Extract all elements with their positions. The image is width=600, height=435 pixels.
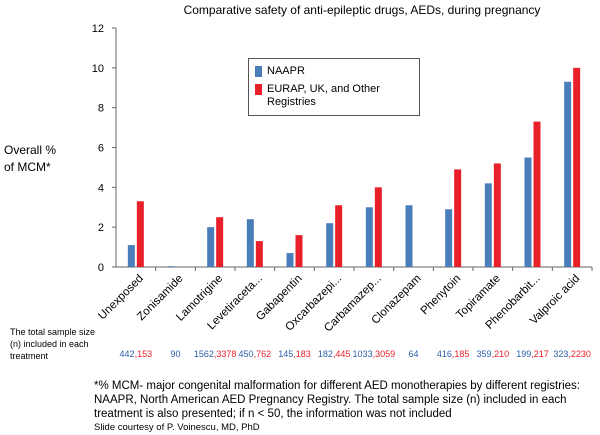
x-tick-labels: UnexposedZonisamideLamotrigineLevetirace…	[96, 273, 582, 335]
sample-size-other: ,3059	[373, 349, 396, 359]
sample-size-naapr: 64	[408, 349, 418, 359]
bar-other-9	[493, 163, 501, 267]
bar-naapr-1	[167, 266, 175, 267]
chart-title: Comparative safety of anti-epileptic dru…	[184, 3, 541, 17]
bar-naapr-8	[445, 209, 453, 267]
bar-other-11	[573, 67, 581, 267]
sample-size-10: 199,217	[516, 349, 549, 359]
bar-other-0	[136, 201, 144, 267]
sample-size-naapr: 199	[516, 349, 531, 359]
bar-naapr-3	[246, 219, 254, 267]
bar-other-2	[216, 217, 224, 267]
y-axis-label: Overall % of MCM*	[4, 142, 56, 176]
legend-entry-other: EURAP, UK, and Other Registries	[255, 83, 405, 109]
bar-other-8	[454, 169, 462, 267]
y-tick-label: 12	[92, 23, 104, 35]
sample-size-naapr: 416	[437, 349, 452, 359]
sample-size-labels: 442,153 90 1562,3378 450,762 145,183 182,445 1…	[120, 349, 591, 359]
sample-size-caption: The total sample size (n) included in ea…	[10, 327, 96, 361]
sample-size-other: ,210	[492, 349, 510, 359]
sample-size-8: 416,185	[437, 349, 470, 359]
sample-size-3: 450,762	[239, 349, 272, 359]
sample-size-other: ,183	[293, 349, 311, 359]
sample-size-2: 1562,3378	[194, 349, 237, 359]
legend-label-naapr: NAAPR	[267, 65, 305, 77]
legend-label-other: EURAP, UK, and Other Registries	[267, 83, 380, 108]
sample-size-naapr: 450	[239, 349, 254, 359]
bar-naapr-5	[326, 223, 334, 267]
legend-entry-naapr: NAAPR	[255, 65, 305, 78]
sample-size-6: 1033,3059	[353, 349, 396, 359]
chart-bars	[127, 67, 581, 268]
sample-size-4: 145,183	[278, 349, 311, 359]
y-tick-label: 6	[98, 143, 104, 155]
sample-size-5: 182,445	[318, 349, 351, 359]
sample-size-naapr: 145	[278, 349, 293, 359]
bar-naapr-10	[524, 157, 532, 267]
y-tick-label: 2	[98, 222, 104, 234]
sample-size-other: ,3378	[214, 349, 237, 359]
y-axis-label-line-1: Overall %	[4, 143, 57, 157]
bar-other-3	[255, 241, 263, 267]
bar-other-4	[295, 235, 303, 267]
sample-size-naapr: 442	[120, 349, 135, 359]
sample-size-11: 323,2230	[553, 349, 591, 359]
slide-credit: Slide courtesy of P. Voinescu, MD, PhD	[94, 422, 260, 433]
sample-size-naapr: 1562	[194, 349, 214, 359]
sample-size-1: 90	[170, 349, 180, 359]
sample-size-9: 359,210	[477, 349, 510, 359]
sample-size-other: ,153	[135, 349, 153, 359]
sample-size-other: ,445	[333, 349, 351, 359]
bar-naapr-9	[484, 183, 492, 267]
y-tick-label: 8	[98, 103, 104, 115]
bar-naapr-2	[207, 227, 215, 267]
y-tick-label: 10	[92, 63, 104, 75]
chart-legend: NAAPR EURAP, UK, and Other Registries	[248, 58, 420, 116]
y-tick-label: 4	[98, 182, 104, 194]
sample-size-other: ,185	[452, 349, 470, 359]
sample-size-naapr: 359	[477, 349, 492, 359]
bar-naapr-11	[564, 81, 572, 268]
sample-size-naapr: 1033	[353, 349, 373, 359]
footnote: *% MCM- major congenital malformation fo…	[94, 379, 594, 435]
sample-size-other: ,762	[254, 349, 272, 359]
sample-size-other: ,217	[531, 349, 549, 359]
bar-naapr-7	[405, 205, 413, 267]
sample-size-0: 442,153	[120, 349, 153, 359]
bar-other-6	[374, 187, 382, 267]
y-axis-label-line-2: of MCM*	[4, 160, 51, 174]
bar-naapr-6	[365, 207, 373, 267]
bar-other-10	[533, 121, 541, 267]
chart-axes: 0 2 4 6 8 10 12	[92, 23, 593, 274]
legend-swatch-other	[255, 84, 262, 95]
bar-other-5	[335, 205, 343, 267]
footnote-text: *% MCM- major congenital malformation fo…	[94, 380, 580, 420]
sample-size-other: ,2230	[568, 349, 591, 359]
y-tick-label: 0	[98, 262, 104, 274]
bar-naapr-0	[127, 245, 135, 267]
sample-size-naapr: 182	[318, 349, 333, 359]
sample-size-naapr: 323	[553, 349, 568, 359]
sample-size-7: 64	[408, 349, 418, 359]
bar-naapr-4	[286, 253, 294, 267]
legend-swatch-naapr	[255, 66, 262, 77]
sample-size-naapr: 90	[170, 349, 180, 359]
